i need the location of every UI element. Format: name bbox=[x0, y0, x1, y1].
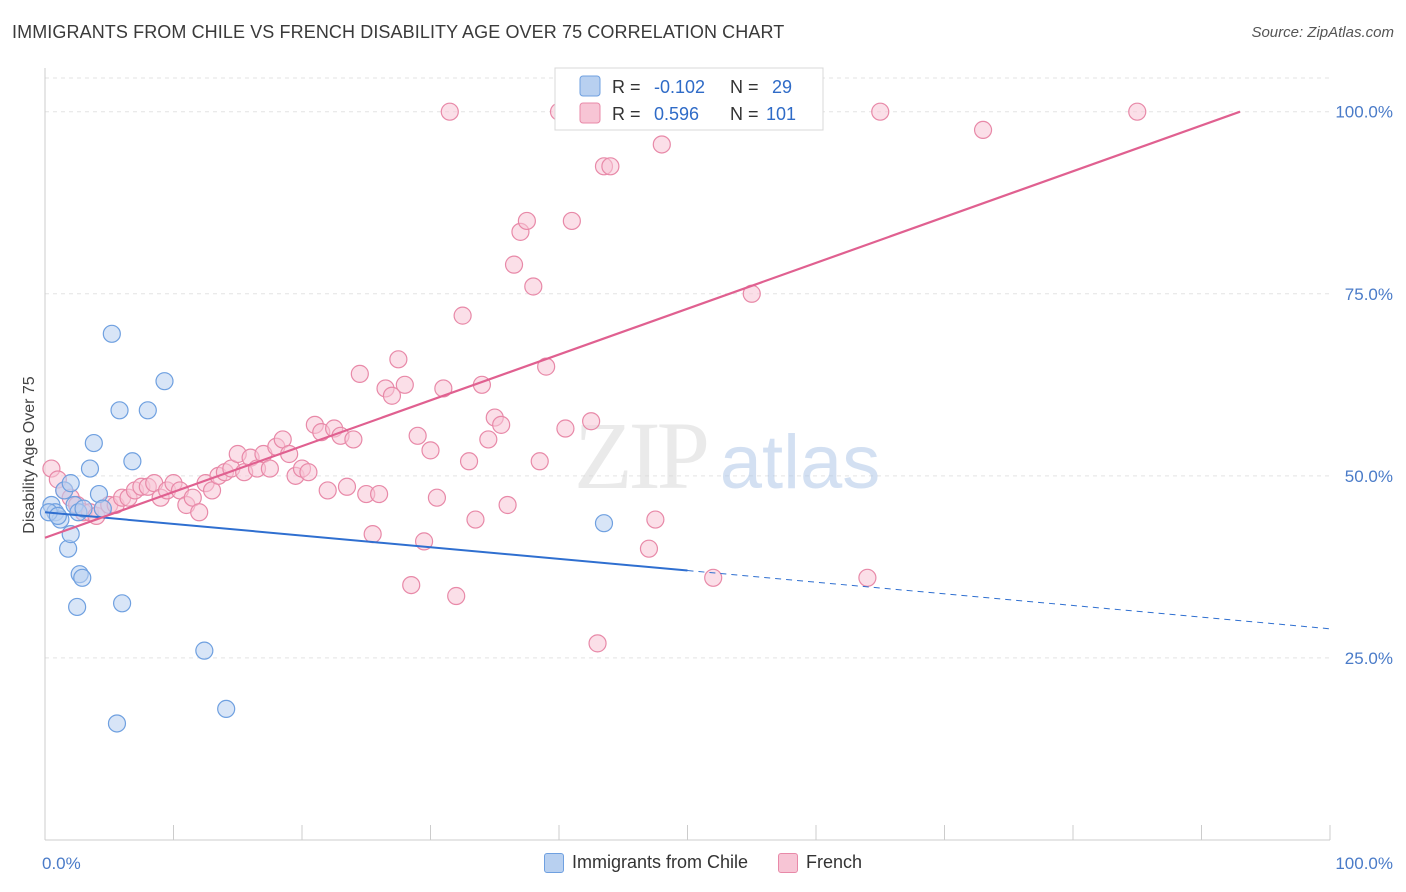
chile-point-22 bbox=[155, 372, 174, 391]
french-point-57 bbox=[408, 426, 427, 445]
y-tick-label-25: 25.0% bbox=[1345, 649, 1393, 668]
chile-point-17 bbox=[107, 714, 127, 733]
chile-point-5 bbox=[61, 474, 80, 493]
legend-r-label-french: R = bbox=[612, 104, 641, 124]
stats-legend: R = -0.102 N = 29 R = 0.596 N = 101 bbox=[554, 67, 824, 131]
legend-swatch-chile-bottom bbox=[543, 852, 564, 873]
chile-point-27 bbox=[48, 506, 67, 526]
trend-lines bbox=[44, 110, 1331, 630]
french-point-69 bbox=[492, 415, 511, 434]
chart-title: IMMIGRANTS FROM CHILE VS FRENCH DISABILI… bbox=[12, 22, 785, 42]
french-point-90 bbox=[652, 135, 671, 154]
chart-source: Source: ZipAtlas.com bbox=[1251, 24, 1394, 41]
french-point-96 bbox=[858, 568, 877, 587]
chile-point-12 bbox=[80, 459, 100, 478]
legend-swatch-french bbox=[579, 102, 601, 124]
french-point-97 bbox=[871, 102, 890, 121]
axes: 25.0% 50.0% 75.0% 100.0% 0.0% 100.0% bbox=[42, 68, 1393, 873]
french-point-65 bbox=[466, 510, 485, 529]
y-tick-label-50: 50.0% bbox=[1345, 467, 1393, 486]
y-axis-label: Disability Age Over 75 bbox=[21, 376, 38, 534]
chile-point-19 bbox=[112, 594, 132, 613]
french-point-82 bbox=[582, 412, 601, 431]
french-point-77 bbox=[440, 102, 459, 121]
chile-point-11 bbox=[73, 568, 92, 587]
chile-point-16 bbox=[102, 324, 121, 343]
french-point-23 bbox=[190, 503, 209, 522]
watermark-atlas: atlas bbox=[720, 420, 881, 505]
french-point-93 bbox=[704, 568, 723, 587]
legend-n-label-french: N = bbox=[730, 104, 759, 124]
french-point-80 bbox=[562, 211, 581, 231]
french-point-43 bbox=[318, 481, 337, 500]
french-point-50 bbox=[363, 525, 382, 544]
legend-r-label-chile: R = bbox=[612, 77, 641, 97]
chile-point-24 bbox=[217, 699, 236, 719]
legend-swatch-chile bbox=[579, 75, 601, 97]
french-point-34 bbox=[260, 459, 279, 478]
series-immigrants-from-chile bbox=[39, 324, 614, 733]
chile-point-9 bbox=[68, 597, 87, 617]
french-point-85 bbox=[601, 157, 620, 176]
french-point-71 bbox=[504, 255, 524, 274]
french-point-83 bbox=[588, 634, 607, 653]
chile-point-13 bbox=[84, 433, 103, 453]
watermark: ZIP atlas bbox=[574, 402, 880, 509]
y-tick-label-100: 100.0% bbox=[1335, 103, 1393, 122]
french-point-67 bbox=[479, 430, 498, 449]
legend-item-chile[interactable]: Immigrants from Chile bbox=[543, 852, 748, 873]
legend-n-chile: 29 bbox=[772, 77, 792, 97]
trend-line-french bbox=[44, 110, 1241, 539]
french-point-51 bbox=[370, 484, 389, 504]
chile-point-20 bbox=[123, 452, 142, 471]
french-point-63 bbox=[453, 306, 472, 325]
chile-point-25 bbox=[594, 514, 614, 533]
french-point-53 bbox=[382, 386, 402, 405]
french-point-79 bbox=[556, 419, 575, 438]
legend-label-french: French bbox=[806, 852, 863, 872]
chile-point-28 bbox=[74, 499, 93, 518]
x-tick-label-100: 100.0% bbox=[1335, 854, 1393, 873]
chile-point-18 bbox=[110, 401, 129, 420]
legend-n-label-chile: N = bbox=[730, 77, 759, 97]
french-point-48 bbox=[350, 364, 369, 383]
series-legend: Immigrants from Chile French bbox=[0, 852, 1406, 873]
legend-r-french: 0.596 bbox=[654, 104, 699, 124]
trend-line-chile-extension bbox=[687, 570, 1331, 630]
legend-item-french[interactable]: French bbox=[778, 852, 862, 873]
french-point-55 bbox=[395, 375, 414, 394]
legend-n-french: 101 bbox=[766, 104, 796, 124]
french-point-60 bbox=[427, 488, 447, 507]
french-point-99 bbox=[1128, 102, 1147, 121]
french-point-61 bbox=[434, 379, 453, 398]
chile-point-21 bbox=[138, 401, 157, 420]
french-point-46 bbox=[337, 477, 357, 496]
french-point-47 bbox=[344, 430, 363, 449]
legend-r-chile: -0.102 bbox=[654, 77, 705, 97]
french-point-73 bbox=[517, 211, 536, 231]
french-point-59 bbox=[421, 441, 440, 460]
french-point-56 bbox=[402, 575, 421, 595]
french-point-40 bbox=[299, 463, 318, 482]
french-point-98 bbox=[973, 120, 993, 140]
y-axis-title: Disability Age Over 75 bbox=[21, 376, 38, 534]
x-tick-label-0: 0.0% bbox=[42, 854, 81, 873]
series-french bbox=[42, 102, 1147, 653]
legend-swatch-french-bottom bbox=[778, 852, 798, 873]
y-tick-label-75: 75.0% bbox=[1345, 285, 1393, 304]
french-point-70 bbox=[498, 495, 517, 515]
trend-line-chile bbox=[44, 511, 688, 572]
french-point-62 bbox=[447, 586, 466, 606]
legend-label-chile: Immigrants from Chile bbox=[571, 852, 748, 872]
french-point-88 bbox=[639, 539, 659, 558]
french-point-64 bbox=[459, 452, 479, 471]
french-point-74 bbox=[524, 277, 543, 296]
chile-point-23 bbox=[195, 641, 214, 660]
french-point-89 bbox=[646, 510, 665, 529]
french-point-75 bbox=[530, 452, 549, 471]
french-point-54 bbox=[389, 350, 408, 369]
